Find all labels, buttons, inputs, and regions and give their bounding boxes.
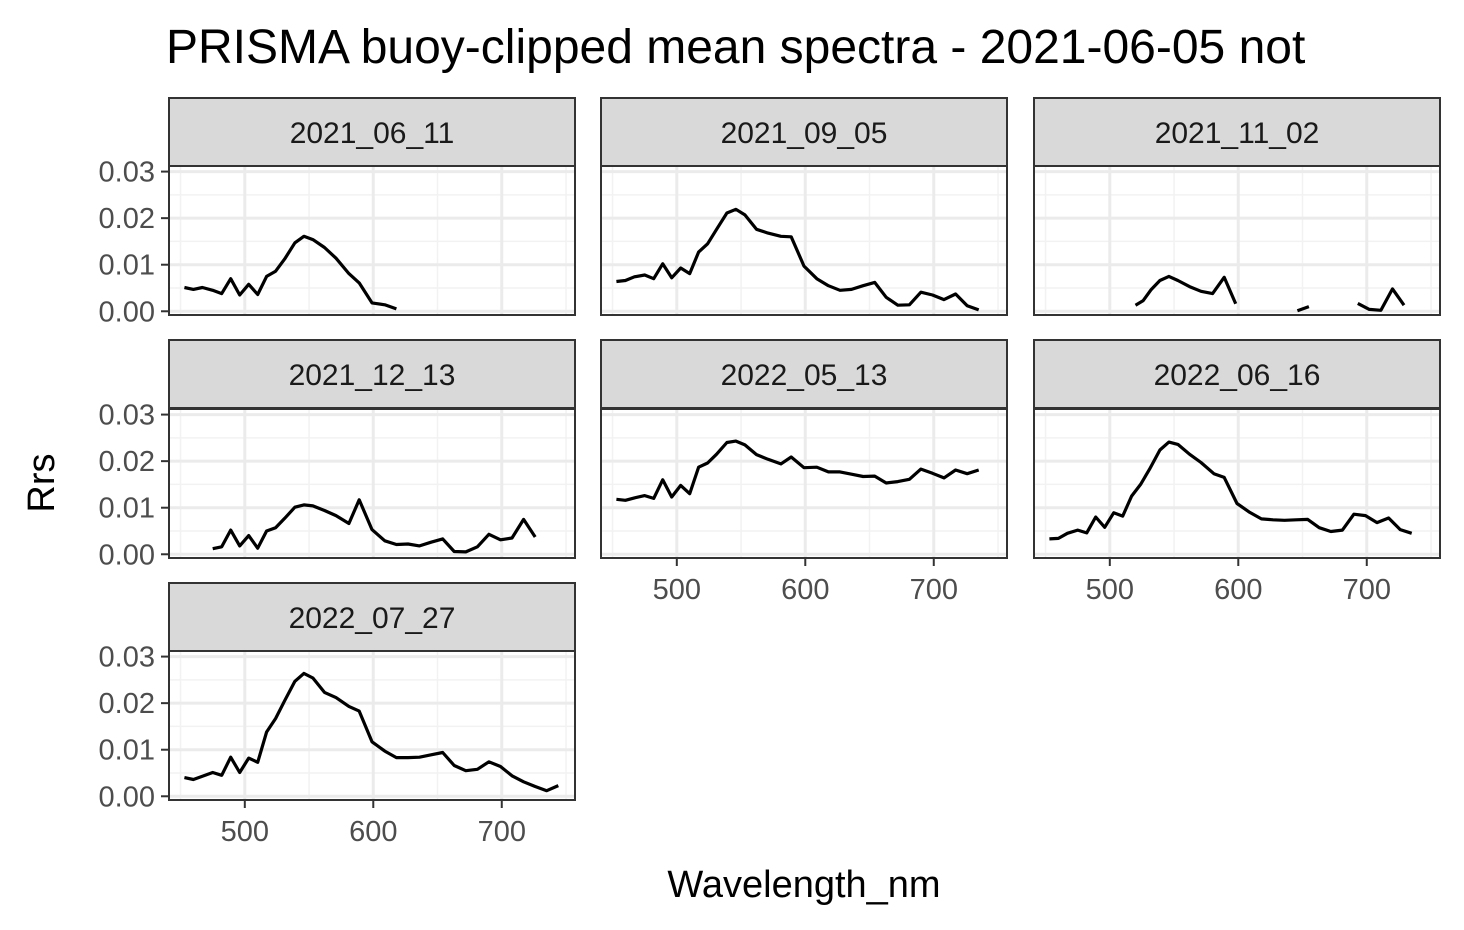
y-tick-label: 0.03 xyxy=(99,400,155,432)
facet-strip-label: 2021_11_02 xyxy=(1155,117,1320,150)
facet-panel: 2021_09_05 xyxy=(600,97,1008,316)
y-tick-label: 0.02 xyxy=(99,688,155,720)
facet-panel: 2022_06_16 xyxy=(1033,339,1441,559)
y-tick-label: 0.01 xyxy=(99,493,155,525)
y-tick-label: 0.02 xyxy=(99,203,155,235)
y-tick-label: 0.00 xyxy=(99,781,155,813)
facet-panel: 2021_12_13 xyxy=(168,339,576,559)
series-line xyxy=(184,234,397,311)
x-axis-ticks: 500 600 700 500 600 700 500 600 700 xyxy=(221,558,1391,848)
facet-strip xyxy=(600,339,1008,409)
facet-strip xyxy=(168,582,576,652)
y-tick-label: 0.01 xyxy=(99,250,155,282)
series-line xyxy=(1134,274,1238,307)
y-axis-ticks: 0.00 0.01 0.02 0.03 0.00 0.01 0.02 0.03 0.00 0.01… xyxy=(99,157,169,813)
facet-strip-label: 2021_06_11 xyxy=(290,117,455,150)
x-tick-label: 700 xyxy=(1343,574,1391,606)
facet-strip xyxy=(600,97,1008,167)
panel-border xyxy=(168,650,576,801)
x-tick-label: 600 xyxy=(781,574,829,606)
facet-strip xyxy=(1033,339,1441,409)
panel-border xyxy=(168,165,576,316)
y-tick-label: 0.00 xyxy=(99,296,155,328)
y-tick-label: 0.02 xyxy=(99,446,155,478)
x-tick-label: 500 xyxy=(653,574,701,606)
panel-plot-area xyxy=(1033,165,1441,316)
panel-plot-area xyxy=(168,408,576,559)
facet-panel: 2022_05_13 xyxy=(600,339,1008,559)
panel-plot-area xyxy=(1033,408,1441,559)
facet-strip xyxy=(168,97,576,167)
series-line xyxy=(616,207,980,312)
facet-panel: 2022_07_27 xyxy=(168,582,576,801)
panel-plot-area xyxy=(168,650,576,801)
y-tick-label: 0.03 xyxy=(99,642,155,674)
facet-strip xyxy=(168,339,576,409)
panel-plot-area xyxy=(600,165,1008,316)
facet-strip-label: 2021_12_13 xyxy=(289,359,456,392)
facet-panels: 2021_06_11 2021_09_05 2021_11_02 2021_12_13… xyxy=(168,97,1441,801)
x-tick-label: 500 xyxy=(1086,574,1134,606)
panel-border xyxy=(168,408,576,559)
series-line xyxy=(1049,440,1413,541)
facet-strip-label: 2022_07_27 xyxy=(289,602,456,635)
x-tick-label: 500 xyxy=(221,816,269,848)
x-tick-label: 700 xyxy=(478,816,526,848)
panel-plot-area xyxy=(600,408,1008,559)
series-line xyxy=(1357,287,1406,312)
panel-border xyxy=(600,165,1008,316)
panel-border xyxy=(1033,165,1441,316)
facet-panel: 2021_06_11 xyxy=(168,97,576,316)
y-tick-label: 0.01 xyxy=(99,735,155,767)
y-tick-label: 0.03 xyxy=(99,157,155,189)
panel-border xyxy=(600,408,1008,559)
series-line xyxy=(616,439,980,502)
facet-strip xyxy=(1033,97,1441,167)
x-tick-label: 700 xyxy=(910,574,958,606)
panel-border xyxy=(1033,408,1441,559)
series-line xyxy=(212,498,537,554)
y-tick-label: 0.00 xyxy=(99,539,155,571)
x-axis-title: Wavelength_nm xyxy=(667,864,940,906)
x-tick-label: 600 xyxy=(1214,574,1262,606)
y-axis-title: Rrs xyxy=(21,453,63,512)
x-tick-label: 600 xyxy=(349,816,397,848)
series-line xyxy=(184,671,559,793)
facet-strip-label: 2022_05_13 xyxy=(721,359,888,392)
facet-strip-label: 2021_09_05 xyxy=(721,117,888,150)
facet-strip-label: 2022_06_16 xyxy=(1154,359,1321,392)
panel-plot-area xyxy=(168,165,576,316)
facet-panel: 2021_11_02 xyxy=(1033,97,1441,316)
chart-title: PRISMA buoy-clipped mean spectra - 2021-… xyxy=(166,21,1305,74)
series-line xyxy=(1296,305,1310,313)
